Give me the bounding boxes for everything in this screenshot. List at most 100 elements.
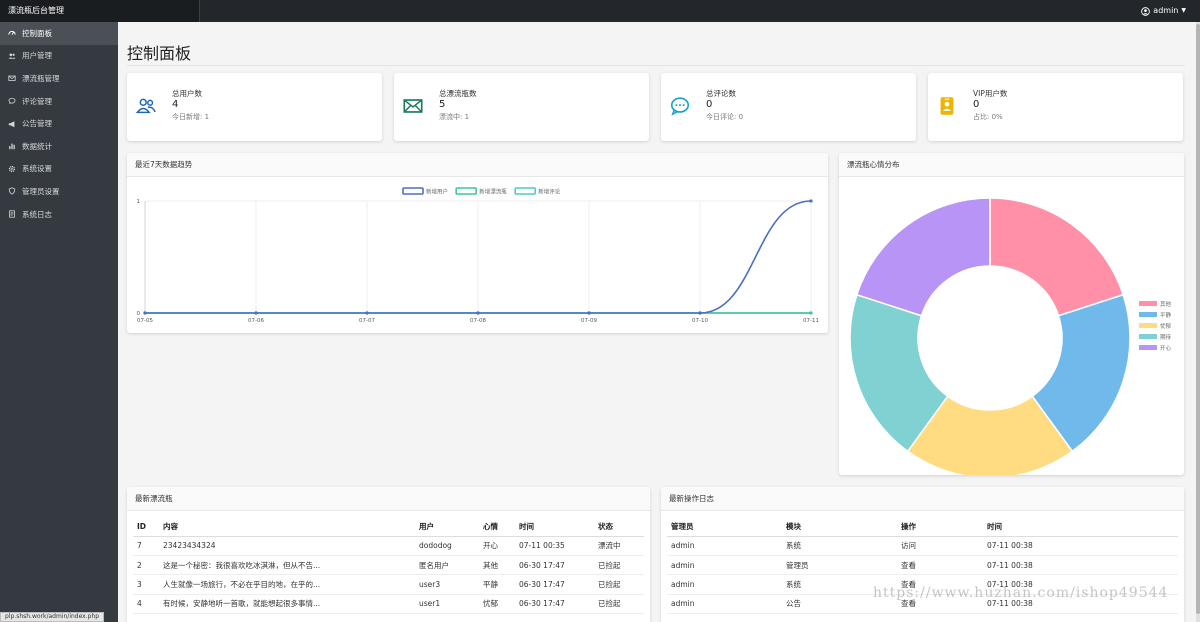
table-cell: 人生就像一场旅行，不必在乎目的地，在乎的... bbox=[159, 574, 415, 595]
legend-label[interactable]: 期待 bbox=[1160, 333, 1172, 341]
bar-chart-icon bbox=[9, 143, 15, 150]
pie-slice[interactable] bbox=[906, 395, 1074, 475]
x-tick-label: 07-11 bbox=[803, 318, 819, 324]
caret-down-icon: ▼ bbox=[1181, 7, 1186, 14]
pie-slice[interactable] bbox=[855, 197, 991, 317]
table-cell: 7 bbox=[133, 536, 159, 556]
log-row: admin 系统 访问 07-11 00:38 bbox=[667, 536, 1178, 556]
table-cell: 平静 bbox=[479, 574, 515, 595]
top-navbar: 漂流瓶后台管理 admin ▼ bbox=[0, 0, 1200, 22]
legend-label[interactable]: 平静 bbox=[1160, 311, 1172, 319]
data-point[interactable] bbox=[365, 311, 369, 315]
shield-icon bbox=[8, 187, 16, 196]
table-cell: 公告 bbox=[782, 594, 897, 615]
table-cell: 已捡起 bbox=[594, 574, 644, 595]
data-point[interactable] bbox=[809, 311, 813, 315]
sidebar-item-statistics[interactable]: 数据统计 bbox=[0, 135, 118, 158]
data-point[interactable] bbox=[254, 311, 258, 315]
user-menu[interactable]: admin ▼ bbox=[1141, 0, 1186, 22]
table-cell: 查看 bbox=[897, 574, 983, 595]
sidebar-item-admins[interactable]: 管理员设置 bbox=[0, 180, 118, 203]
pie-slice[interactable] bbox=[849, 293, 949, 453]
table-cell: user3 bbox=[415, 574, 479, 595]
sidebar-item-users[interactable]: 用户管理 bbox=[0, 45, 118, 68]
sidebar-item-bottles[interactable]: 漂流瓶管理 bbox=[0, 67, 118, 90]
bottle-row: 7 23423434324 dododog 开心 07-11 00:35 漂流中 bbox=[133, 536, 644, 556]
bottle-row: 2 这是一个秘密：我很喜欢吃冰淇淋，但从不告... 匿名用户 其他 06-30 17:4… bbox=[133, 555, 644, 576]
log-row: admin 系统 查看 07-11 00:38 bbox=[667, 574, 1178, 595]
sidebar-item-label: 管理员设置 bbox=[22, 186, 60, 196]
table-cell: 07-11 00:38 bbox=[983, 555, 1178, 576]
legend-label[interactable]: 新增漂流瓶 bbox=[479, 188, 507, 196]
gear-icon bbox=[8, 165, 16, 172]
pie-slice[interactable] bbox=[989, 197, 1125, 317]
megaphone-icon bbox=[8, 120, 15, 127]
title-divider bbox=[127, 65, 1185, 66]
sidebar-item-label: 系统设置 bbox=[22, 164, 52, 174]
legend-label[interactable]: 新增评论 bbox=[538, 188, 561, 196]
table-cell: 07-11 00:38 bbox=[983, 536, 1178, 556]
sidebar-item-announcements[interactable]: 公告管理 bbox=[0, 112, 118, 135]
scrollbar-thumb[interactable] bbox=[1196, 24, 1200, 614]
legend-swatch[interactable] bbox=[1139, 312, 1157, 317]
table-cell: 已捡起 bbox=[594, 555, 644, 576]
stat-subtext: 漂流中: 1 bbox=[439, 113, 470, 121]
sidebar-item-comments[interactable]: 评论管理 bbox=[0, 90, 118, 113]
table-cell: 07-11 00:35 bbox=[515, 536, 594, 556]
x-tick-label: 07-05 bbox=[137, 318, 153, 324]
data-point[interactable] bbox=[698, 311, 702, 315]
stat-card-users: 总用户数 4 今日新增: 1 bbox=[127, 73, 382, 141]
data-point[interactable] bbox=[809, 199, 813, 203]
bottles-table: ID 内容 用户 心情 时间 状态 7 23423434324 dododog 开心 07-11 … bbox=[133, 517, 644, 615]
legend-label[interactable]: 其他 bbox=[1160, 300, 1172, 308]
legend-swatch[interactable] bbox=[1139, 334, 1157, 339]
stat-card-bottles: 总漂流瓶数 5 漂流中: 1 bbox=[394, 73, 649, 141]
table-header-row: ID 内容 用户 心情 时间 状态 bbox=[133, 517, 644, 537]
table-cell: 查看 bbox=[897, 555, 983, 576]
logs-table: 管理员 模块 操作 时间 admin 系统 访问 07-11 00:38 admin 管理员 查看… bbox=[667, 517, 1178, 615]
app-brand[interactable]: 漂流瓶后台管理 bbox=[0, 0, 200, 22]
panel-title: 漂流瓶心情分布 bbox=[839, 153, 1184, 177]
table-cell: 4 bbox=[133, 594, 159, 615]
legend-label[interactable]: 忧郁 bbox=[1160, 322, 1172, 330]
legend-swatch[interactable] bbox=[455, 187, 478, 195]
legend-swatch[interactable] bbox=[402, 187, 424, 195]
comment-icon bbox=[8, 97, 16, 105]
x-tick-label: 07-07 bbox=[359, 318, 375, 324]
table-cell: 其他 bbox=[479, 555, 515, 576]
legend-swatch[interactable] bbox=[1139, 323, 1157, 328]
page-title: 控制面板 bbox=[127, 44, 192, 63]
table-cell: admin bbox=[667, 594, 782, 615]
data-point[interactable] bbox=[476, 311, 480, 315]
table-header-row: 管理员 模块 操作 时间 bbox=[667, 517, 1178, 537]
sidebar-item-dashboard[interactable]: 控制面板 bbox=[0, 22, 118, 45]
stat-value: 4 bbox=[172, 99, 179, 110]
latest-logs-panel: 最新操作日志 管理员 模块 操作 时间 admin 系统 访问 07-11 00:38 adm… bbox=[661, 487, 1184, 622]
legend-swatch[interactable] bbox=[1139, 301, 1157, 306]
legend-swatch[interactable] bbox=[514, 187, 537, 195]
table-cell: 06-30 17:47 bbox=[515, 574, 594, 595]
column-header: 操作 bbox=[897, 517, 983, 537]
x-tick-label: 07-08 bbox=[470, 318, 486, 324]
page-scrollbar[interactable] bbox=[1196, 22, 1200, 622]
sidebar-item-label: 控制面板 bbox=[22, 28, 52, 38]
sidebar-item-settings[interactable]: 系统设置 bbox=[0, 158, 118, 181]
table-cell: 匿名用户 bbox=[415, 555, 479, 576]
legend-label[interactable]: 开心 bbox=[1160, 345, 1172, 352]
table-cell: user1 bbox=[415, 594, 479, 615]
stat-label: 总用户数 bbox=[172, 89, 202, 98]
bottle-row: 4 有时候，安静地听一首歌，就能想起很多事情... user1 忧郁 06-30 17:… bbox=[133, 594, 644, 615]
watermark: https://www.huzhan.com/ishop49544 bbox=[873, 585, 1169, 601]
legend-label[interactable]: 新增用户 bbox=[426, 188, 448, 196]
stat-subtext: 占比: 0% bbox=[973, 113, 1003, 121]
table-cell: admin bbox=[667, 555, 782, 576]
sidebar-item-logs[interactable]: 系统日志 bbox=[0, 203, 118, 226]
comment-icon bbox=[670, 97, 690, 116]
latest-bottles-panel: 最新漂流瓶 ID 内容 用户 心情 时间 状态 7 23423434324 dododog 开心… bbox=[127, 487, 650, 622]
pie-slice[interactable] bbox=[1031, 293, 1131, 453]
mood-chart-panel: 漂流瓶心情分布 其他平静忧郁期待开心 bbox=[839, 153, 1184, 475]
data-point[interactable] bbox=[587, 311, 591, 315]
stat-subtext: 今日评论: 0 bbox=[706, 113, 744, 121]
legend-swatch[interactable] bbox=[1139, 345, 1157, 350]
data-point[interactable] bbox=[143, 311, 147, 315]
